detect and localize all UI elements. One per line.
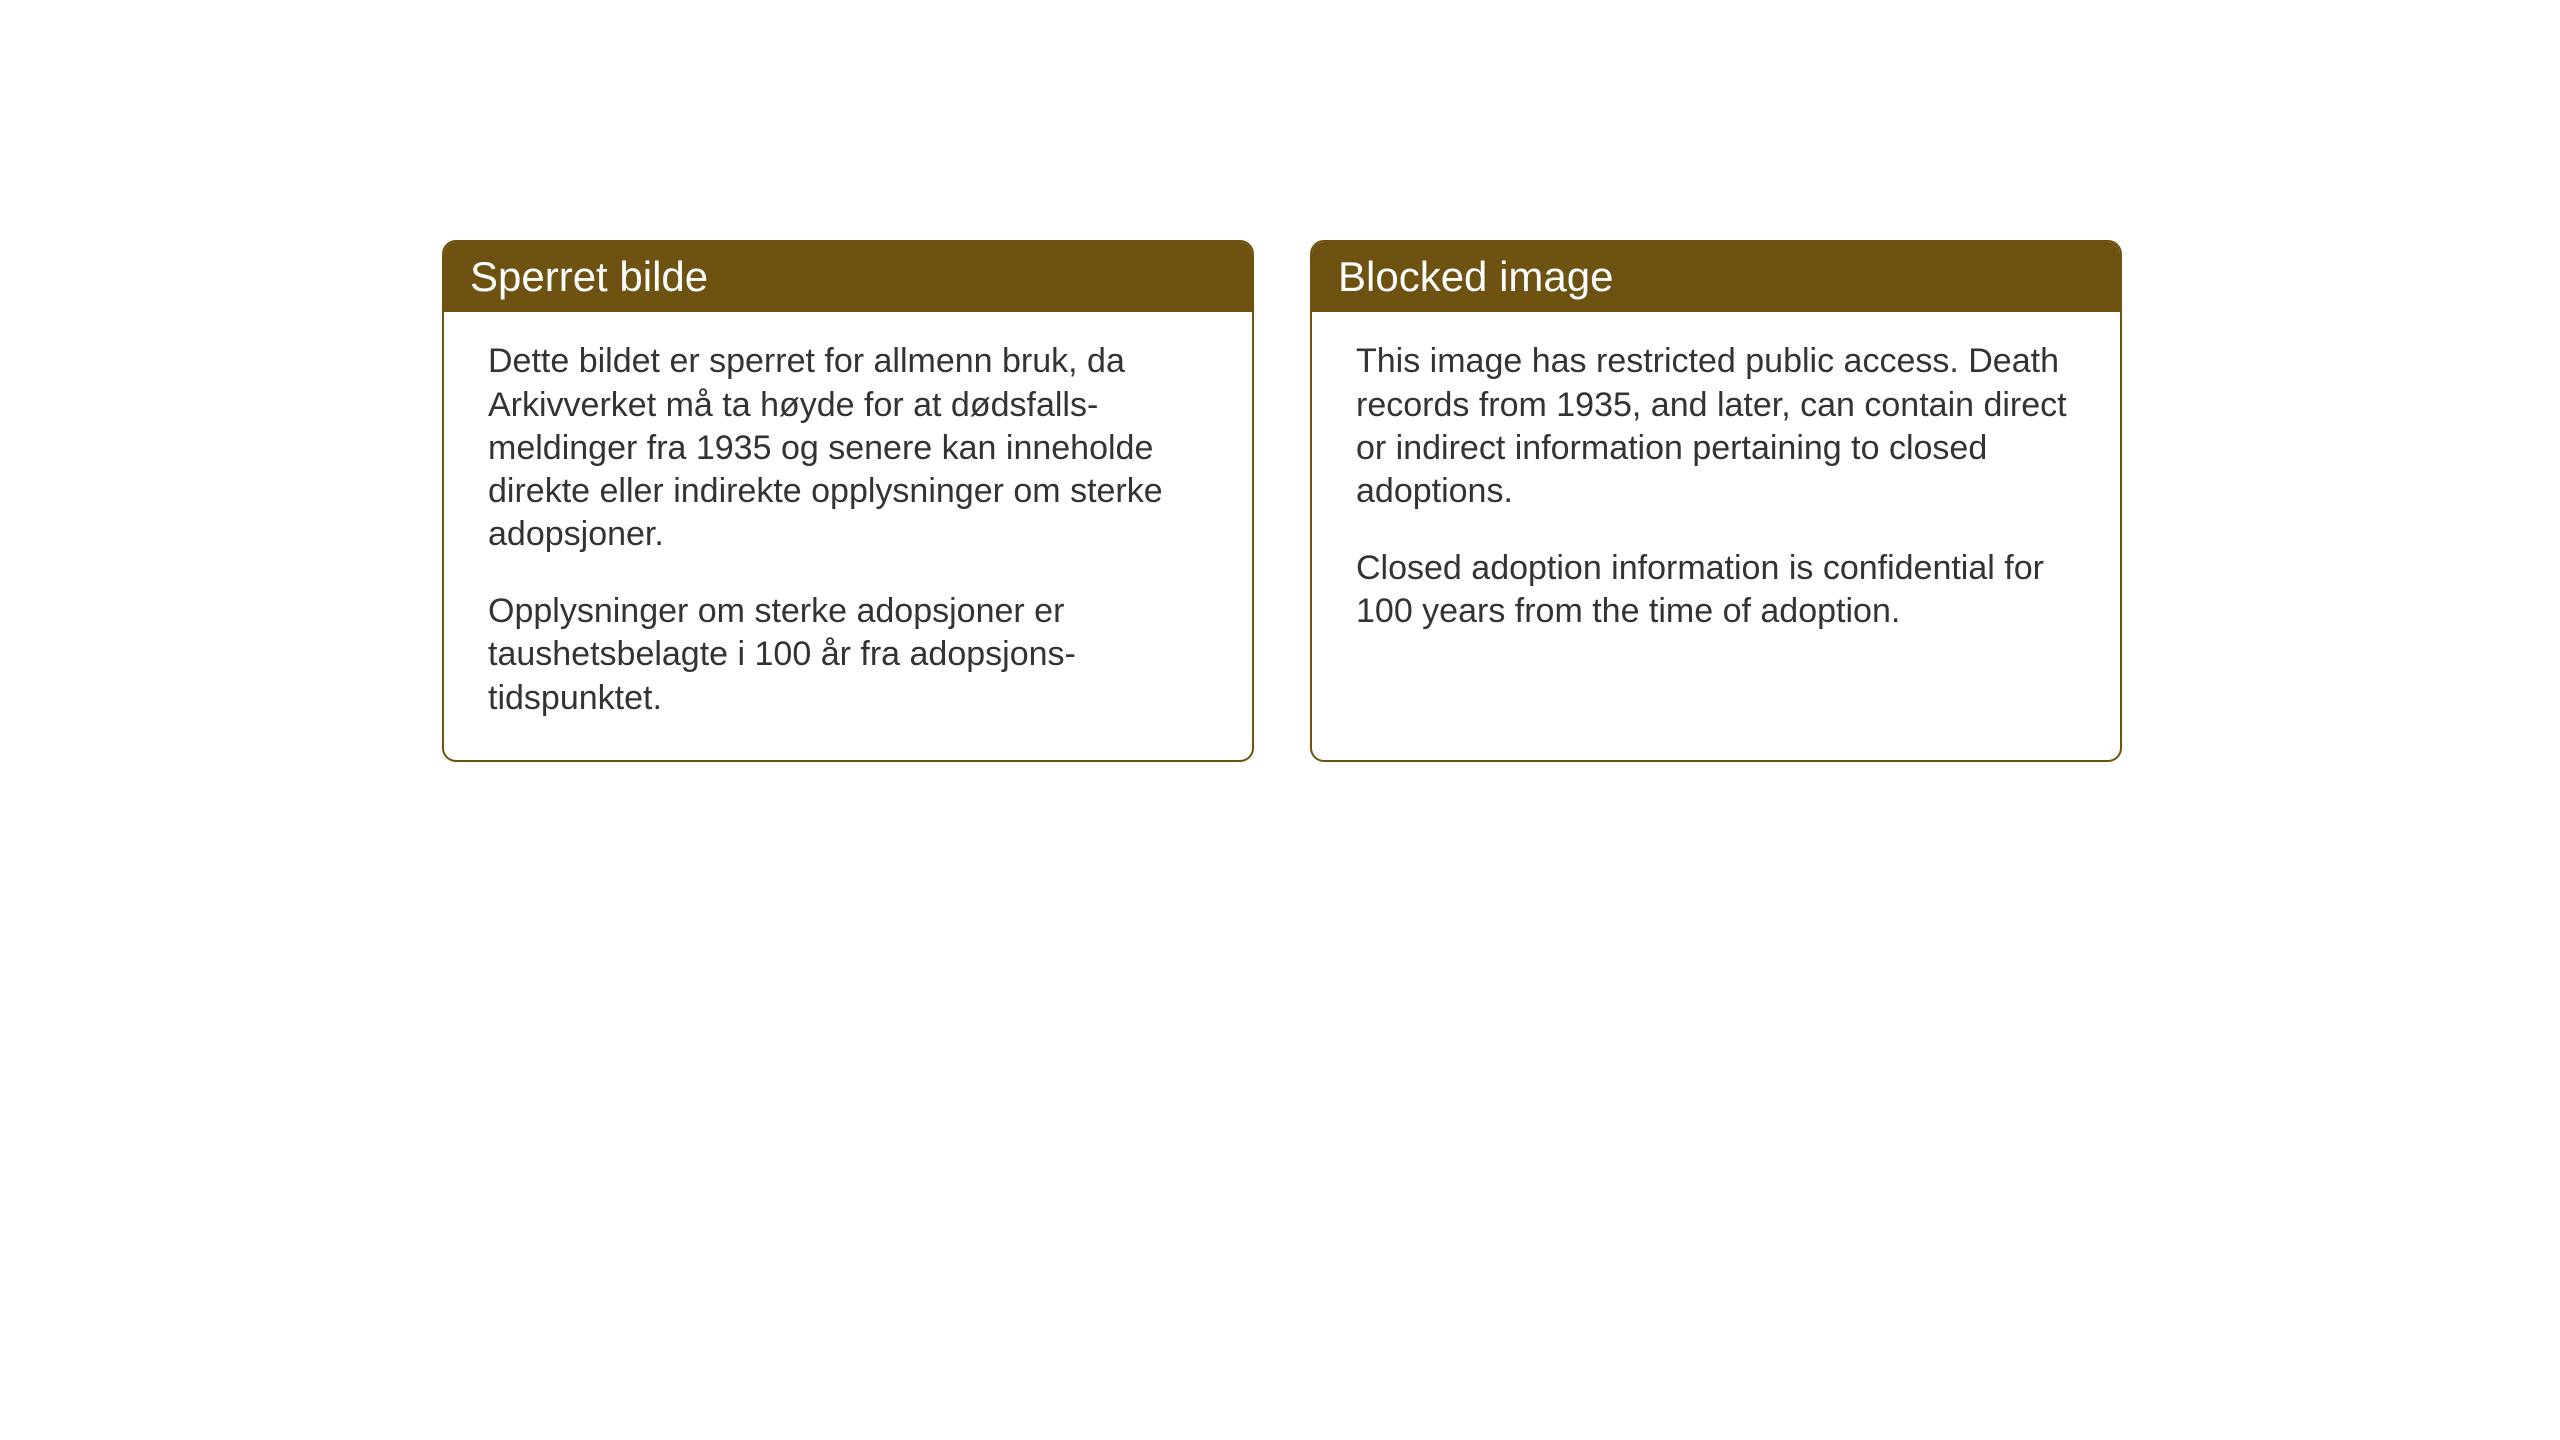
notice-container: Sperret bilde Dette bildet er sperret fo…	[442, 240, 2122, 762]
card-title-english: Blocked image	[1338, 253, 1613, 300]
card-header-norwegian: Sperret bilde	[444, 242, 1252, 312]
card-paragraph-2-norwegian: Opplysninger om sterke adopsjoner er tau…	[488, 590, 1208, 720]
notice-card-norwegian: Sperret bilde Dette bildet er sperret fo…	[442, 240, 1254, 762]
card-header-english: Blocked image	[1312, 242, 2120, 312]
card-body-norwegian: Dette bildet er sperret for allmenn bruk…	[444, 312, 1252, 759]
card-title-norwegian: Sperret bilde	[470, 253, 708, 300]
card-body-english: This image has restricted public access.…	[1312, 312, 2120, 759]
card-paragraph-1-norwegian: Dette bildet er sperret for allmenn bruk…	[488, 340, 1208, 556]
card-paragraph-2-english: Closed adoption information is confident…	[1356, 547, 2076, 633]
card-paragraph-1-english: This image has restricted public access.…	[1356, 340, 2076, 513]
notice-card-english: Blocked image This image has restricted …	[1310, 240, 2122, 762]
